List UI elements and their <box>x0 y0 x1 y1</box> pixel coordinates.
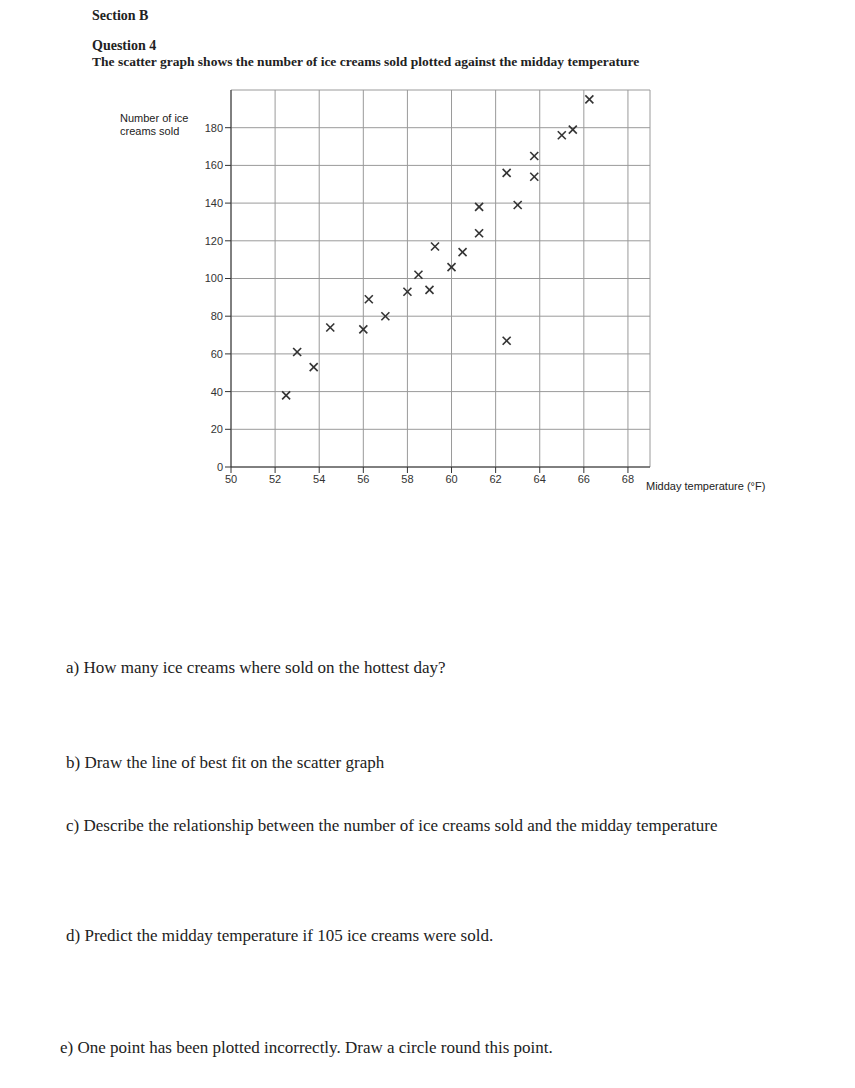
html-text:Number of ice creams sold: Number of ice creams sold <box>120 112 189 137</box>
svg-text:56: 56 <box>357 473 369 485</box>
svg-text:52: 52 <box>269 473 281 485</box>
html-text:Midday temperature (°F): Midday temperature (°F) <box>646 480 766 492</box>
svg-text:62: 62 <box>490 473 502 485</box>
svg-text:20: 20 <box>211 423 223 435</box>
html-text:d) Predict the midday temperat: d) Predict the midday temperature if 105… <box>66 926 494 945</box>
html-text:e) One point has been plotted: e) One point has been plotted incorrectl… <box>60 1038 553 1057</box>
svg-text:80: 80 <box>211 310 223 322</box>
html-text:Question 4: Question 4 <box>92 38 157 53</box>
svg-text:60: 60 <box>211 348 223 360</box>
svg-text:160: 160 <box>205 159 223 171</box>
svg-text:68: 68 <box>622 473 634 485</box>
svg-text:50: 50 <box>225 473 237 485</box>
svg-text:60: 60 <box>445 473 457 485</box>
svg-text:54: 54 <box>313 473 325 485</box>
svg-text:40: 40 <box>211 386 223 398</box>
html-text:b) Draw the line of best fit o: b) Draw the line of best fit on the scat… <box>66 753 385 772</box>
svg-text:140: 140 <box>205 197 223 209</box>
svg-text:120: 120 <box>205 235 223 247</box>
html-text:Section B: Section B <box>92 8 149 23</box>
svg-text:100: 100 <box>205 272 223 284</box>
svg-text:66: 66 <box>578 473 590 485</box>
html-text:c) Describe the relationship b: c) Describe the relationship between the… <box>66 816 718 835</box>
svg-text:180: 180 <box>205 122 223 134</box>
svg-text:64: 64 <box>534 473 546 485</box>
html-text:a) How many ice creams where s: a) How many ice creams where sold on the… <box>66 658 446 677</box>
svg-text:0: 0 <box>217 461 223 473</box>
html-text:The scatter graph shows the nu: The scatter graph shows the number of ic… <box>92 54 640 69</box>
svg-text:58: 58 <box>401 473 413 485</box>
